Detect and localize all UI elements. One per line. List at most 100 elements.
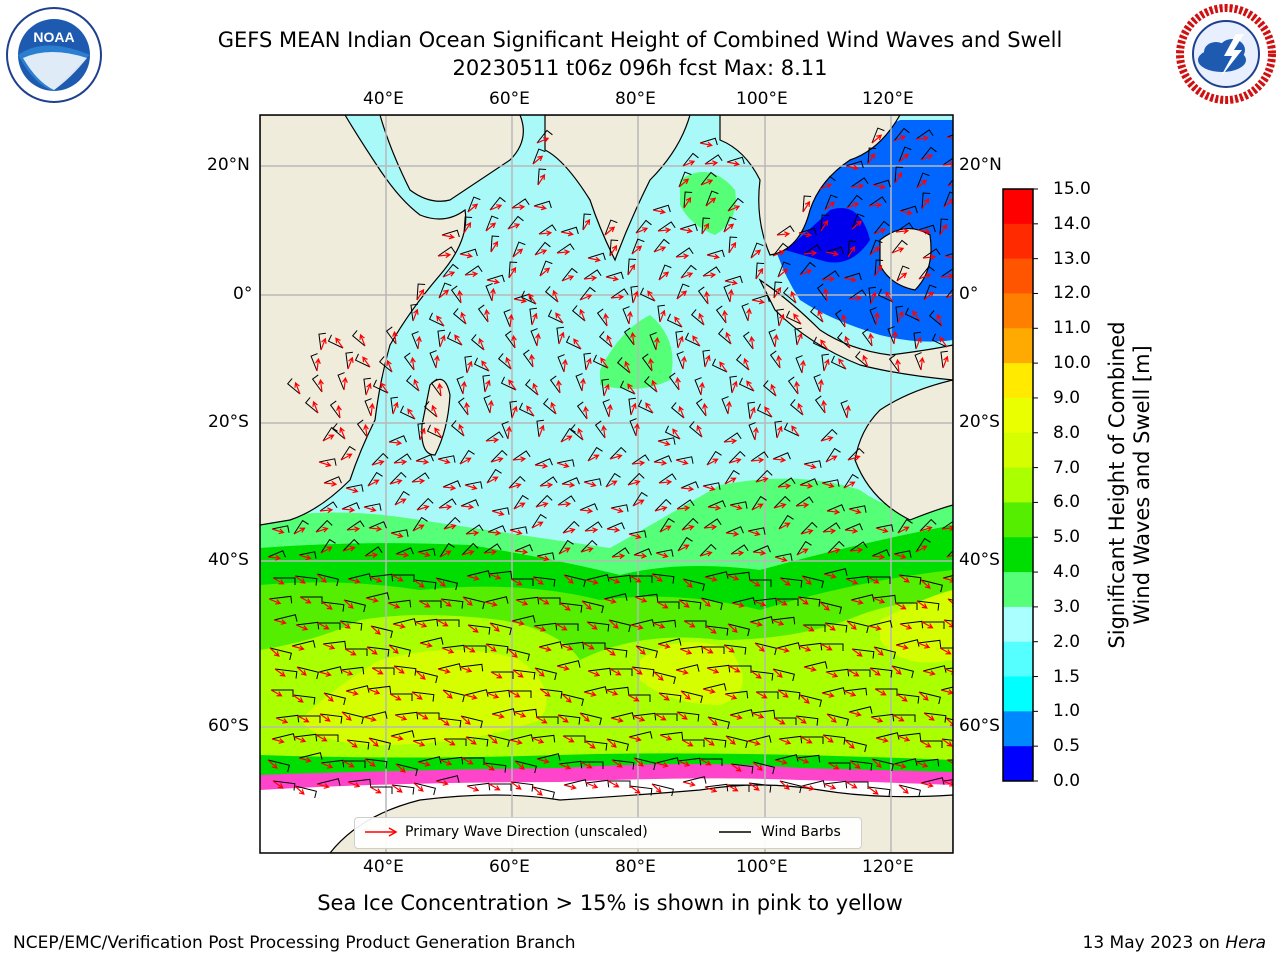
wave-direction-arrow (824, 622, 836, 631)
wave-direction-arrow (750, 670, 762, 679)
wind-barb (514, 544, 533, 552)
wind-barb (389, 471, 407, 485)
wave-direction-arrow (514, 548, 529, 555)
wind-barb (643, 376, 658, 393)
wind-barb (701, 217, 711, 235)
wave-direction-arrow (603, 598, 617, 604)
wave-direction-arrow (583, 481, 597, 488)
wave-direction-arrow (843, 690, 857, 697)
wave-direction-arrow (827, 547, 841, 554)
wind-barb (440, 598, 464, 609)
wave-direction-arrow (294, 575, 306, 584)
wave-direction-arrow (627, 263, 636, 276)
wind-barb (680, 264, 697, 279)
wave-direction-arrow (779, 577, 791, 586)
wind-barb (565, 335, 582, 350)
wind-barb (538, 597, 561, 605)
wind-barb (826, 504, 845, 512)
wind-barb (682, 152, 699, 167)
wave-direction-arrow (655, 762, 669, 768)
map-legend: Primary Wave Direction (unscaled) Wind B… (354, 817, 862, 849)
wind-barb (920, 740, 943, 748)
wave-direction-arrow (696, 424, 703, 438)
wind-barb (942, 779, 953, 782)
wave-direction-arrow (442, 484, 457, 491)
wave-direction-arrow (605, 275, 619, 282)
wind-barb (931, 333, 948, 348)
wave-direction-arrow (534, 249, 548, 256)
wave-direction-arrow (587, 454, 600, 462)
wind-barb (539, 476, 558, 487)
wave-direction-arrow (271, 528, 285, 535)
wave-direction-arrow (610, 294, 625, 301)
wind-barb (717, 328, 732, 345)
wind-barb (861, 328, 873, 347)
wave-direction-arrow (705, 197, 717, 207)
wind-barb (899, 620, 924, 629)
wind-barb (799, 478, 818, 486)
wind-barb (560, 641, 585, 650)
wind-barb (369, 573, 394, 582)
wave-direction-arrow (844, 739, 855, 749)
wave-direction-arrow (582, 642, 595, 650)
wave-direction-arrow (585, 357, 592, 371)
wind-barb (583, 352, 591, 371)
wave-direction-arrow (728, 288, 734, 303)
wave-direction-arrow (754, 642, 765, 652)
wind-barb (296, 666, 319, 680)
wave-direction-arrow (271, 738, 285, 744)
wind-barb (367, 685, 392, 694)
wind-barb (690, 309, 705, 326)
wave-direction-arrow (270, 689, 283, 697)
wave-direction-arrow (317, 622, 330, 630)
wind-barb (942, 575, 953, 579)
wave-band-3-4m-bengal (680, 172, 736, 235)
wind-barb (364, 758, 388, 769)
wind-barb (868, 620, 893, 628)
wave-direction-arrow (365, 382, 372, 396)
colorbar-tick-label: 2.0 (1053, 631, 1081, 652)
wave-direction-arrow (825, 455, 838, 463)
wind-barb (777, 261, 791, 278)
wave-direction-arrow (312, 400, 319, 414)
wave-direction-arrow (941, 525, 953, 532)
wave-direction-arrow (366, 646, 378, 655)
colorbar-tick-label: 3.0 (1053, 596, 1081, 617)
wind-barb (556, 326, 564, 345)
wind-barb (632, 712, 657, 721)
footer-date: 13 May 2023 on Hera (1083, 933, 1267, 953)
wave-direction-arrow (606, 738, 617, 748)
wind-barb (538, 224, 557, 235)
wind-barb (675, 247, 694, 258)
wave-direction-arrow (512, 669, 524, 678)
wind-barb (639, 287, 656, 302)
wave-direction-arrow (491, 713, 505, 719)
wind-barb (399, 405, 416, 420)
wind-barb (747, 401, 755, 420)
wave-direction-arrow (730, 550, 745, 557)
wave-direction-arrow (483, 549, 498, 556)
wind-barb (363, 711, 388, 719)
wind-barb (776, 225, 795, 236)
wind-barb (753, 597, 778, 606)
wind-barb (729, 501, 748, 509)
wind-barb (854, 351, 869, 368)
wave-direction-arrow (273, 619, 287, 625)
wave-direction-arrow (464, 484, 478, 491)
wave-direction-arrow (773, 717, 786, 725)
wave-direction-arrow (798, 231, 812, 238)
wind-barb (803, 661, 828, 669)
wave-direction-arrow (848, 508, 862, 515)
wave-direction-arrow (605, 480, 618, 488)
wind-barb (705, 190, 719, 207)
wind-barb (415, 670, 438, 684)
wave-direction-arrow (894, 171, 903, 184)
wind-barb (657, 638, 682, 646)
wave-direction-arrow (441, 233, 455, 240)
wind-barb (437, 455, 456, 463)
wind-barb (501, 421, 509, 440)
colorbar-tick-label: 5.0 (1053, 527, 1081, 548)
wave-direction-arrow (298, 554, 312, 561)
wave-direction-arrow (652, 208, 666, 215)
wave-direction-arrow (412, 740, 426, 747)
